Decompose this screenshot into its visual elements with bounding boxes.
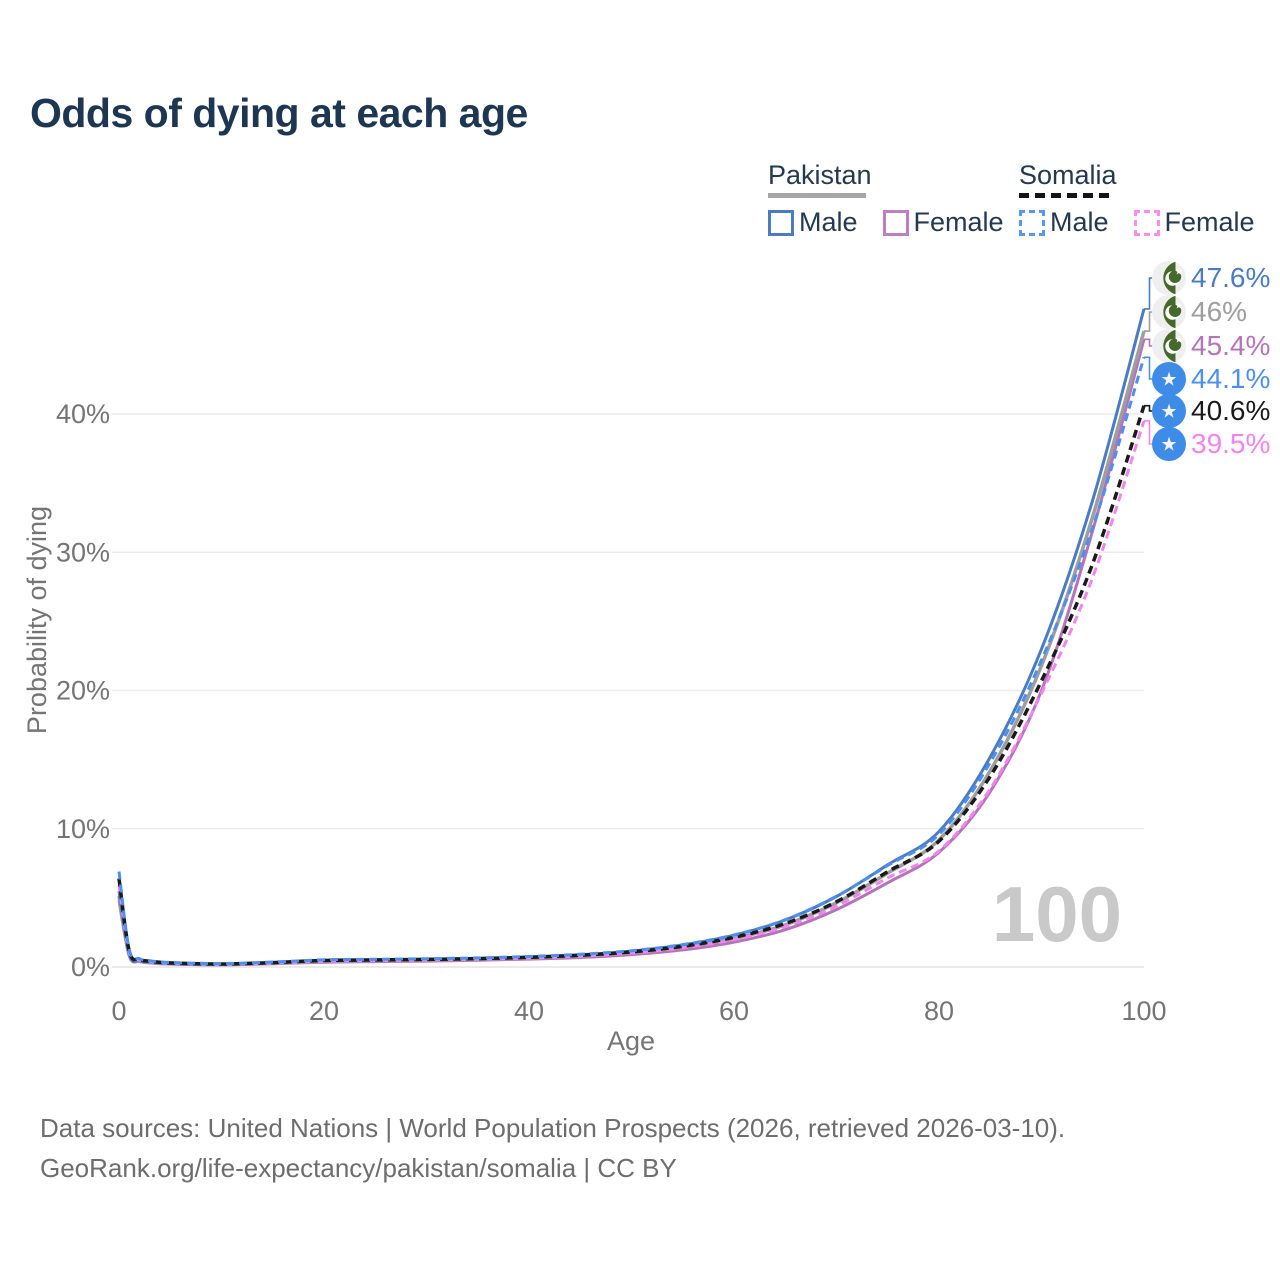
end-label-pakistan-total: ★ 46% bbox=[1152, 295, 1247, 329]
end-label-somalia-female: ★ 39.5% bbox=[1152, 427, 1270, 461]
svg-text:★: ★ bbox=[1160, 402, 1177, 423]
end-value: 40.6% bbox=[1191, 395, 1271, 426]
legend-swatch-somalia-male[interactable] bbox=[1019, 209, 1045, 236]
data-sources-footer: Data sources: United Nations | World Pop… bbox=[40, 1108, 1065, 1188]
somalia-flag-icon: ★ bbox=[1152, 427, 1186, 461]
y-axis-ticks: 0% 10% 20% 30% 40% bbox=[56, 399, 110, 982]
pakistan-flag-icon: ★ bbox=[1152, 295, 1186, 329]
svg-text:★: ★ bbox=[1175, 335, 1183, 345]
svg-text:★: ★ bbox=[1175, 267, 1183, 277]
x-axis-title: Age bbox=[607, 1026, 655, 1056]
series-line-somalia-male[interactable] bbox=[117, 356, 1146, 966]
pakistan-flag-icon: ★ bbox=[1152, 261, 1186, 295]
footer-line-2: GeoRank.org/life-expectancy/pakistan/som… bbox=[40, 1153, 677, 1183]
end-value: 46% bbox=[1191, 296, 1248, 327]
end-value: 44.1% bbox=[1191, 363, 1271, 394]
legend-group-pakistan: Pakistan Male Female bbox=[768, 161, 1029, 238]
end-label-connector bbox=[1144, 277, 1153, 310]
end-label-connector bbox=[1144, 338, 1153, 347]
legend-item-pakistan-male[interactable]: Male bbox=[768, 207, 858, 238]
end-label-connector bbox=[1144, 311, 1153, 332]
y-tick-10: 10% bbox=[56, 814, 110, 844]
legend-country-somalia[interactable]: Somalia bbox=[1019, 160, 1117, 190]
end-label-somalia-male: ★ 44.1% bbox=[1152, 362, 1270, 396]
series-line-pakistan-female[interactable] bbox=[117, 338, 1146, 967]
pakistan-flag-icon: ★ bbox=[1152, 329, 1186, 363]
end-value: 39.5% bbox=[1191, 428, 1271, 459]
series-line-pakistan-male[interactable] bbox=[117, 308, 1146, 966]
series-line-somalia-total[interactable] bbox=[117, 405, 1146, 966]
x-tick-0: 0 bbox=[111, 996, 126, 1026]
footer-line-1: Data sources: United Nations | World Pop… bbox=[40, 1113, 1066, 1143]
somalia-flag-icon: ★ bbox=[1152, 362, 1186, 396]
end-label-somalia-total: ★ 40.6% bbox=[1152, 394, 1270, 428]
pakistan-line-style-swatch bbox=[768, 193, 866, 198]
end-value: 47.6% bbox=[1191, 262, 1271, 293]
x-axis-ticks: 0 20 40 60 80 100 bbox=[111, 996, 1166, 1026]
x-tick-60: 60 bbox=[719, 996, 749, 1026]
legend-group-somalia: Somalia Male Female bbox=[1019, 161, 1280, 238]
legend-label-pakistan-male: Male bbox=[799, 207, 858, 237]
end-value: 45.4% bbox=[1191, 330, 1271, 361]
end-label-connector bbox=[1144, 404, 1153, 412]
x-tick-100: 100 bbox=[1121, 996, 1166, 1026]
y-tick-20: 20% bbox=[56, 676, 110, 706]
y-tick-40: 40% bbox=[56, 399, 110, 429]
legend-swatch-pakistan-male[interactable] bbox=[768, 209, 794, 236]
y-tick-0: 0% bbox=[71, 952, 110, 982]
y-tick-30: 30% bbox=[56, 537, 110, 567]
legend-swatch-somalia-female[interactable] bbox=[1133, 209, 1160, 236]
legend-swatch-pakistan-female[interactable] bbox=[882, 209, 909, 236]
legend-label-pakistan-female: Female bbox=[913, 207, 1004, 237]
x-tick-80: 80 bbox=[924, 996, 954, 1026]
end-label-pakistan-female: ★ 45.4% bbox=[1152, 329, 1270, 363]
end-label-pakistan-male: ★ 47.6% bbox=[1152, 261, 1270, 295]
somalia-line-style-swatch bbox=[1019, 193, 1109, 198]
end-label-connector bbox=[1144, 356, 1153, 380]
svg-text:★: ★ bbox=[1160, 370, 1177, 391]
legend-item-somalia-female[interactable]: Female bbox=[1133, 207, 1255, 238]
series-curves bbox=[117, 277, 1153, 967]
page-title: Odds of dying at each age bbox=[30, 90, 528, 136]
legend-item-somalia-male[interactable]: Male bbox=[1019, 207, 1109, 238]
end-label-connector bbox=[1144, 420, 1153, 445]
x-tick-20: 20 bbox=[309, 996, 339, 1026]
legend-label-somalia-female: Female bbox=[1164, 207, 1255, 237]
legend-item-pakistan-female[interactable]: Female bbox=[882, 207, 1004, 238]
series-line-somalia-female[interactable] bbox=[117, 420, 1146, 966]
x-tick-40: 40 bbox=[514, 996, 544, 1026]
watermark-age-100: 100 bbox=[992, 870, 1122, 958]
somalia-flag-icon: ★ bbox=[1152, 394, 1186, 428]
y-axis-title: Probability of dying bbox=[22, 506, 52, 734]
legend-country-pakistan[interactable]: Pakistan bbox=[768, 160, 872, 190]
svg-text:★: ★ bbox=[1175, 301, 1183, 311]
legend-label-somalia-male: Male bbox=[1050, 207, 1109, 237]
gridlines bbox=[112, 413, 1144, 968]
svg-text:★: ★ bbox=[1160, 435, 1177, 456]
series-line-pakistan-total[interactable] bbox=[117, 330, 1146, 967]
